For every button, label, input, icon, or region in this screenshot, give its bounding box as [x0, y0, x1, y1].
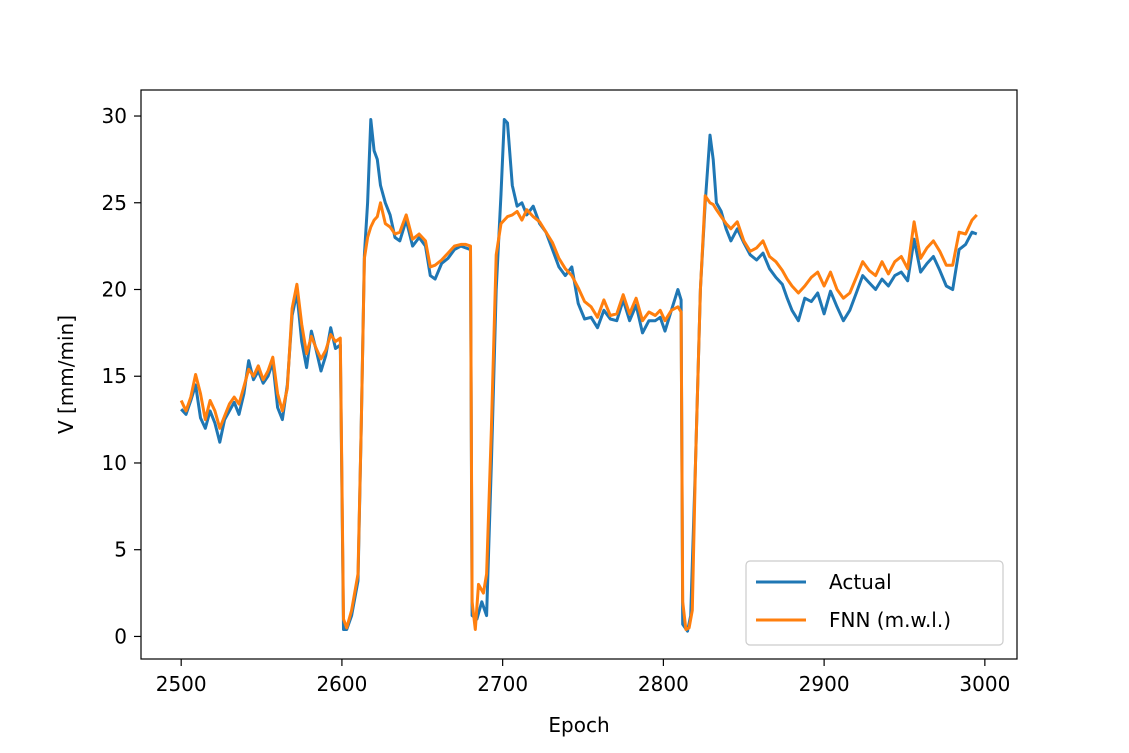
x-tick-label: 2500 — [156, 672, 207, 696]
y-tick-label: 15 — [102, 364, 127, 388]
legend-label: Actual — [829, 570, 892, 594]
x-tick-label: 2600 — [316, 672, 367, 696]
y-axis-label: V [mm/min] — [54, 315, 78, 434]
plot-lines — [179, 118, 978, 633]
x-tick-label: 2800 — [638, 672, 689, 696]
x-tick-label: 3000 — [959, 672, 1010, 696]
series-line-fnn — [179, 194, 978, 631]
series-line-actual — [180, 118, 978, 633]
legend-label: FNN (m.w.l.) — [829, 608, 951, 632]
x-axis: 2500 2600 2700 2800 2900 3000 — [156, 659, 1010, 696]
legend: Actual FNN (m.w.l.) — [745, 560, 1004, 646]
y-tick-label: 25 — [102, 191, 127, 215]
x-tick-label: 2700 — [477, 672, 528, 696]
y-tick-label: 10 — [102, 451, 127, 475]
y-tick-label: 0 — [114, 624, 127, 648]
y-axis: 0 5 10 15 20 25 30 — [102, 104, 141, 648]
y-tick-label: 30 — [102, 104, 127, 128]
y-tick-label: 20 — [102, 277, 127, 301]
axes-frame — [140, 89, 1018, 660]
y-tick-label: 5 — [114, 538, 127, 562]
legend-box — [745, 560, 1004, 646]
x-axis-label: Epoch — [548, 713, 609, 737]
x-tick-label: 2900 — [799, 672, 850, 696]
